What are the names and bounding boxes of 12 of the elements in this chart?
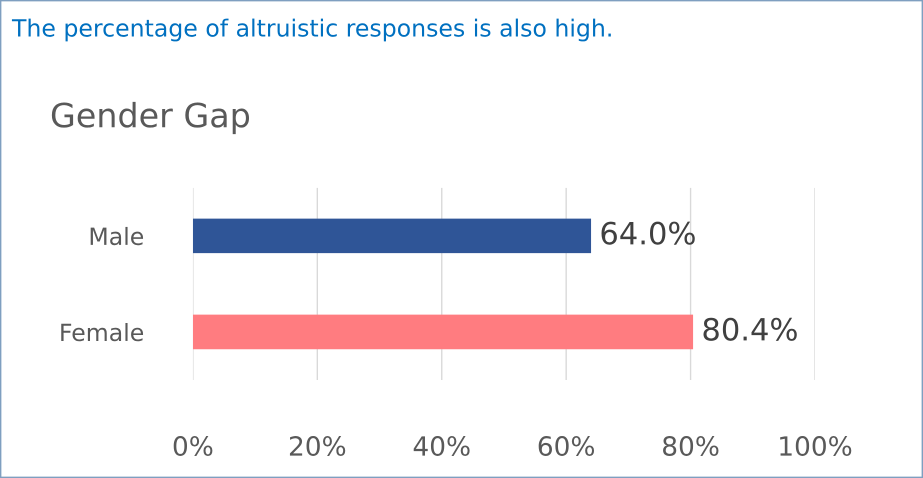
data-label: 64.0% xyxy=(602,222,695,245)
x-tick-label: 40% xyxy=(414,436,470,456)
y-tick-label: Male xyxy=(90,226,144,246)
x-tick-label: 0% xyxy=(174,436,212,456)
chart-title: Gender Gap xyxy=(52,102,250,134)
y-tick-label: Female xyxy=(61,323,144,342)
x-tick-label: 80% xyxy=(663,436,718,456)
chart-subtitle: The percentage of altruistic responses is also high. xyxy=(12,18,611,42)
x-tick-label: 60% xyxy=(538,436,594,456)
x-tick-label: 100% xyxy=(780,436,852,456)
data-label: 80.4% xyxy=(703,318,797,341)
x-tick-label: 20% xyxy=(290,436,346,456)
